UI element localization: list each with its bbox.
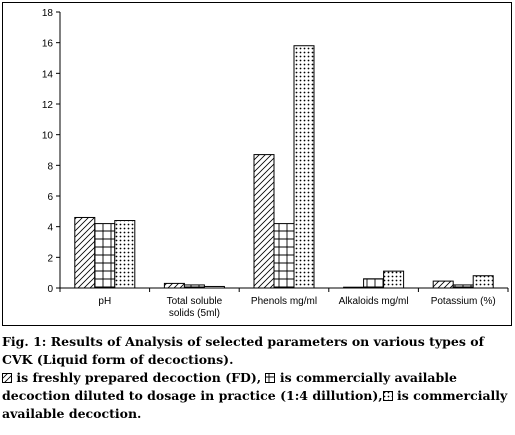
legend-commercial: is commercially available decoction. (2, 388, 508, 421)
bar-diluted (273, 223, 295, 289)
bar-diluted (183, 284, 205, 289)
bar-diluted (94, 223, 116, 289)
bar-FD (343, 286, 365, 289)
y-tick-label: 14 (42, 69, 54, 80)
figure-caption: Fig. 1: Results of Analysis of selected … (2, 333, 510, 423)
dotted-swatch-icon (382, 391, 393, 401)
bar-diluted (363, 278, 385, 289)
y-tick-label: 16 (42, 39, 54, 50)
chart-frame: 0 2 4 6 8 10 12 14 16 18 pH Total soluble solids (5m… (2, 2, 512, 326)
diagonal-hatch-swatch-icon (2, 373, 12, 383)
chart-bars (74, 45, 494, 289)
grid-hatch-swatch-icon (265, 373, 276, 383)
caption-title: Fig. 1: Results of Analysis of selected … (2, 334, 484, 367)
x-tick-label: Total soluble (167, 296, 223, 307)
x-tick-label: Alkaloids mg/ml (339, 296, 409, 307)
legend-fd: is freshly prepared decoction (FD), (16, 370, 262, 385)
x-tick-label: Potassium (%) (431, 296, 496, 307)
y-tick-label: 6 (47, 192, 53, 203)
bar-commercial (472, 275, 494, 289)
bar-commercial (203, 285, 225, 289)
bar-FD (163, 282, 185, 289)
y-tick-label: 4 (47, 223, 53, 234)
bar-commercial (114, 220, 136, 289)
bar-commercial (293, 45, 315, 289)
y-tick-label: 12 (42, 100, 54, 111)
bar-commercial (383, 270, 405, 289)
y-tick-label: 18 (42, 8, 54, 19)
y-tick-label: 8 (47, 161, 53, 172)
bar-FD (432, 280, 454, 289)
x-tick-label: pH (98, 296, 111, 307)
caption-legend: is freshly prepared decoction (FD), is c… (2, 369, 510, 423)
y-tick-label: 0 (47, 284, 53, 295)
y-tick-label: 2 (47, 253, 53, 264)
legend-diluted: is commercially available decoction dilu… (2, 370, 457, 403)
x-tick-label: solids (5ml) (169, 308, 220, 319)
y-tick-label: 10 (42, 131, 54, 142)
bar-diluted (452, 284, 474, 289)
x-tick-label: Phenols mg/ml (251, 296, 317, 307)
bar-FD (74, 216, 96, 289)
bar-FD (253, 154, 275, 289)
